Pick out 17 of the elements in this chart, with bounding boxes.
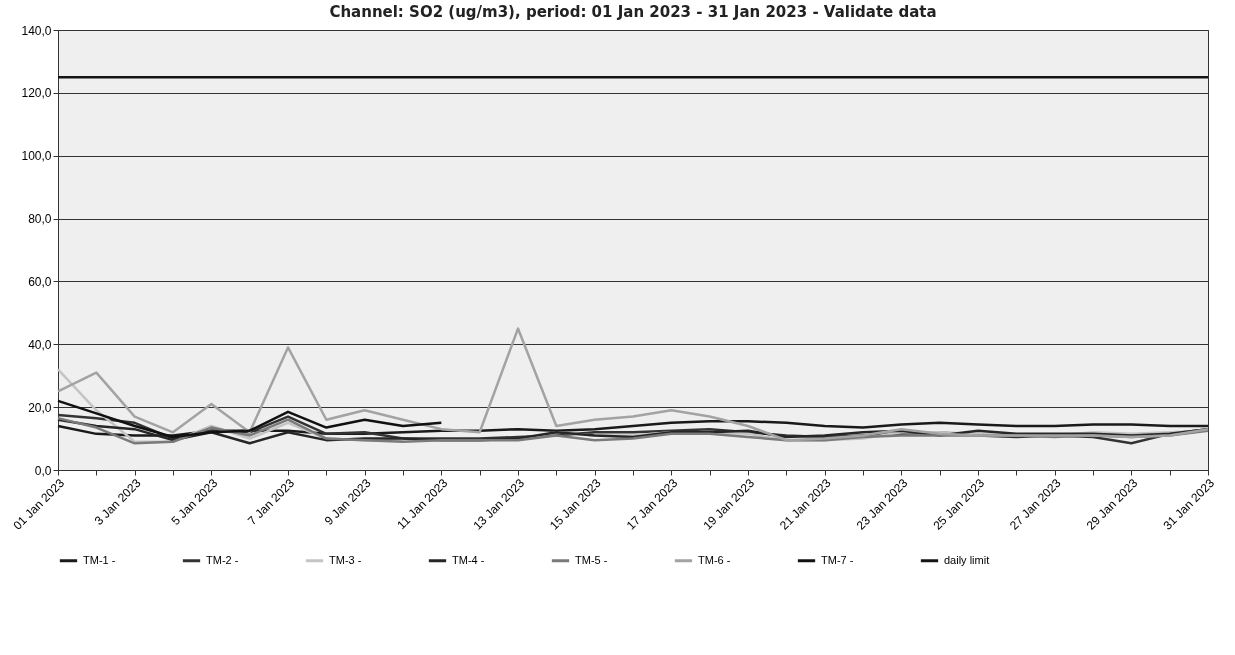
legend-label: TM-2 - [206,553,239,566]
y-tick-label: 120,0 [21,86,52,101]
legend-label: TM-5 - [575,553,608,566]
y-tick-label: 0,0 [34,463,52,478]
chart-title: Channel: SO2 (ug/m3), period: 01 Jan 2023 - 31 Jan 2023 - Validate data [329,3,937,21]
y-tick-label: 60,0 [28,274,52,289]
legend-label: TM-3 - [329,553,362,566]
legend-label: TM-7 - [821,553,854,566]
y-tick-label: 100,0 [21,149,52,164]
y-tick-label: 80,0 [28,212,52,227]
y-tick-label: 140,0 [21,23,52,38]
y-tick-label: 40,0 [28,337,52,352]
legend-label: TM-4 - [452,553,485,566]
legend-label: TM-6 - [698,553,731,566]
legend-label: daily limit [944,553,990,566]
legend-label: TM-1 - [83,553,116,566]
y-tick-label: 20,0 [28,400,52,415]
